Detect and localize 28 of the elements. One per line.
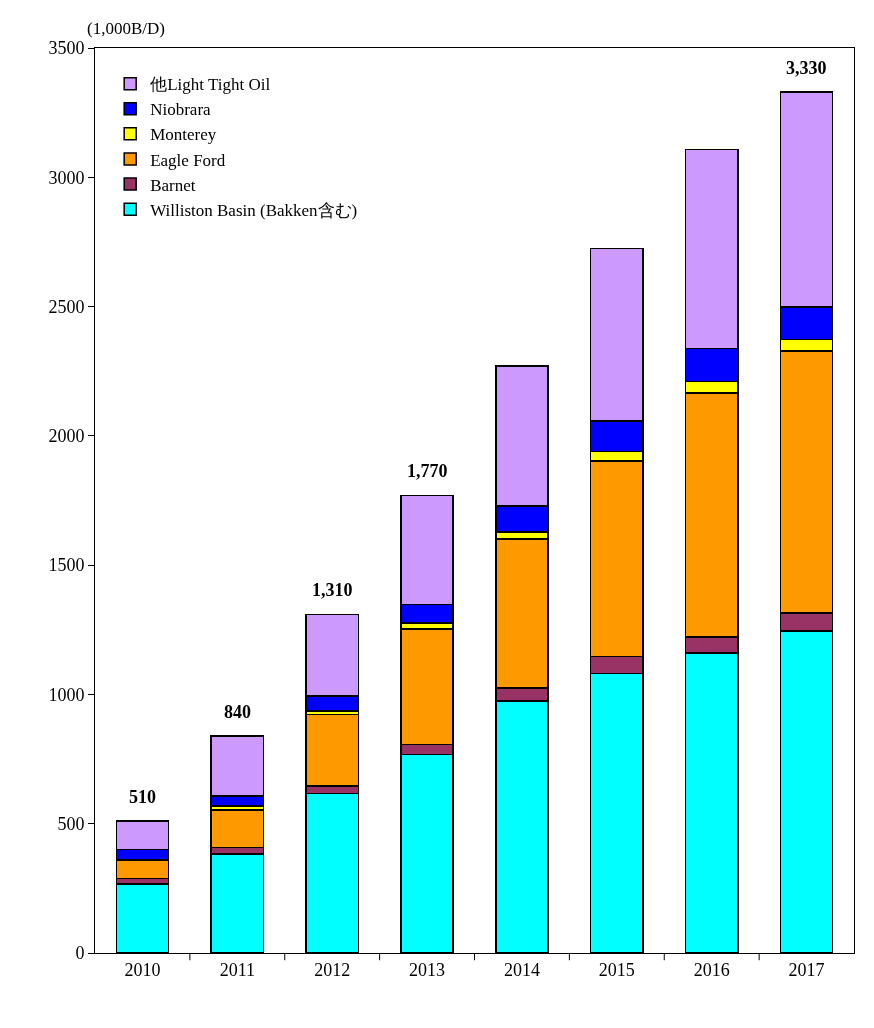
y-axis-title: (1,000B/D) [87,19,165,38]
legend-label: Monterey [150,125,217,145]
legend-label: Niobrara [150,100,212,120]
y-tick-label: 2000 [48,426,85,447]
legend-label: 他Light Tight Oil [150,75,271,95]
y-tick-label: 3500 [48,38,85,59]
legend-label: Eagle Ford [150,150,226,170]
x-tick-label: 2014 [503,959,540,980]
y-tick-label: 2500 [48,296,85,317]
x-tick-label: 2016 [693,959,730,980]
legend-label: Williston Basin (Bakken含む) [150,200,358,220]
y-tick-label: 3000 [48,167,85,188]
x-tick-label: 2013 [409,959,446,980]
x-tick-label: 2017 [788,959,825,980]
y-tick-label: 1000 [48,684,85,705]
x-tick-label: 2010 [124,959,161,980]
y-tick-label: 0 [75,943,85,964]
x-tick-label: 2012 [314,959,351,980]
x-tick-label: 2015 [598,959,635,980]
y-tick-label: 500 [57,814,85,835]
legend-label: Barnet [150,175,196,195]
total-label: 3,330 [786,58,827,78]
total-label: 1,310 [312,580,353,600]
x-tick-label: 2011 [219,959,255,980]
total-label: 1,770 [407,461,448,481]
y-tick-label: 1500 [48,555,85,576]
total-label: 510 [129,787,156,807]
total-label: 840 [224,702,251,722]
